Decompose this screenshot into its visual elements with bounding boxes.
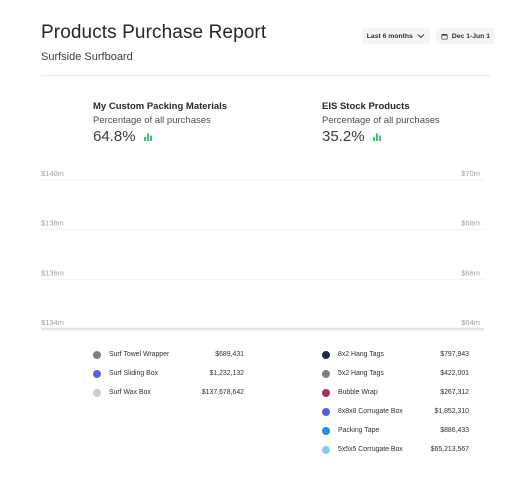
legend-item-name: Packing Tape bbox=[338, 427, 380, 434]
kpi-custom-packing: My Custom Packing Materials Percentage o… bbox=[93, 101, 227, 145]
legend-item-value: $689,431 bbox=[215, 351, 244, 358]
kpi-value: 64.8% bbox=[93, 128, 136, 145]
legend-item-value: $886,433 bbox=[440, 427, 469, 434]
bar-chart-icon bbox=[372, 133, 381, 141]
legend-item-name: 5x2 Hang Tags bbox=[338, 370, 384, 377]
legend-item-name: Surf Towel Wrapper bbox=[109, 351, 170, 358]
legend-item: Packing Tape $886,433 bbox=[322, 425, 469, 444]
legend-item: Surf Sliding Box $1,232,132 bbox=[93, 368, 244, 387]
purchase-chart: $140m $70m $138m $68m $136m $66m $134m $64m bbox=[41, 169, 484, 331]
date-range-picker[interactable]: Dec 1-Jun 1 bbox=[435, 28, 495, 44]
legend-swatch bbox=[322, 427, 330, 435]
legend-item: 5x2 Hang Tags $422,001 bbox=[322, 368, 469, 387]
kpi-eis-stock: EIS Stock Products Percentage of all pur… bbox=[322, 101, 440, 145]
legend-item: Surf Towel Wrapper $689,431 bbox=[93, 349, 244, 368]
kpi-title: My Custom Packing Materials bbox=[93, 101, 228, 112]
legend-item-name: 8x8x8 Corrugate Box bbox=[338, 408, 403, 415]
legend-item-value: $267,312 bbox=[440, 389, 469, 396]
legend-swatch bbox=[93, 370, 101, 378]
legend-item: 5x5x5 Corrugate Box $65,213,567 bbox=[322, 444, 469, 463]
legend-item-value: $1,232,132 bbox=[209, 370, 245, 377]
legend-item-value: $137,678,642 bbox=[201, 389, 244, 396]
y-left-tick-label: $138m bbox=[41, 219, 64, 228]
kpi-subtitle: Percentage of all purchases bbox=[322, 115, 440, 126]
legend-item: Bubble Wrap $267,312 bbox=[322, 387, 469, 406]
legend-swatch bbox=[93, 389, 101, 397]
report-controls: Last 6 months Dec 1-Jun 1 bbox=[361, 28, 495, 44]
legend-item-value: $65,213,567 bbox=[430, 446, 469, 453]
bar-chart-icon bbox=[143, 133, 152, 141]
kpi-value: 35.2% bbox=[322, 128, 365, 145]
kpi-subtitle: Percentage of all purchases bbox=[93, 115, 211, 126]
legend-item: 8x2 Hang Tags $797,943 bbox=[322, 349, 469, 368]
y-right-tick-label: $70m bbox=[461, 169, 480, 178]
legend-eis-stock: 8x2 Hang Tags $797,943 5x2 Hang Tags $422,0… bbox=[322, 349, 469, 463]
y-left-tick-label: $140m bbox=[41, 169, 64, 178]
legend-item-name: 5x5x5 Corrugate Box bbox=[338, 446, 403, 453]
legend-item: Surf Wax Box $137,678,642 bbox=[93, 387, 244, 406]
legend-swatch bbox=[322, 408, 330, 416]
legend-item-name: Bubble Wrap bbox=[338, 389, 378, 396]
page-title: Products Purchase Report bbox=[41, 22, 267, 43]
legend-item-name: Surf Wax Box bbox=[109, 389, 151, 396]
legend-swatch bbox=[322, 446, 330, 454]
header-divider bbox=[41, 75, 490, 76]
range-dropdown[interactable]: Last 6 months bbox=[361, 28, 430, 44]
y-right-tick-label: $68m bbox=[461, 219, 480, 228]
y-right-tick-label: $64m bbox=[461, 318, 480, 327]
legend-item-value: $422,001 bbox=[440, 370, 469, 377]
y-left-tick-label: $134m bbox=[41, 318, 64, 327]
legend-swatch bbox=[322, 370, 330, 378]
calendar-icon bbox=[441, 33, 448, 39]
chevron-down-icon bbox=[417, 34, 425, 39]
y-right-tick-label: $66m bbox=[461, 268, 480, 277]
legend-item-value: $1,852,310 bbox=[434, 408, 470, 415]
legend-swatch bbox=[93, 351, 101, 359]
legend-item-name: 8x2 Hang Tags bbox=[338, 351, 384, 358]
legend-item-value: $797,943 bbox=[440, 351, 469, 358]
legend-swatch bbox=[322, 389, 330, 397]
range-label: Last 6 months bbox=[366, 32, 413, 40]
page-subtitle: Surfside Surfboard bbox=[41, 51, 133, 63]
legend-item-name: Surf Sliding Box bbox=[109, 370, 159, 377]
y-left-tick-label: $136m bbox=[41, 268, 64, 277]
legend-swatch bbox=[322, 351, 330, 359]
legend-custom-packing: Surf Towel Wrapper $689,431 Surf Sliding B… bbox=[93, 349, 244, 406]
legend-item: 8x8x8 Corrugate Box $1,852,310 bbox=[322, 406, 469, 425]
kpi-title: EIS Stock Products bbox=[322, 101, 410, 112]
date-label: Dec 1-Jun 1 bbox=[451, 32, 490, 40]
